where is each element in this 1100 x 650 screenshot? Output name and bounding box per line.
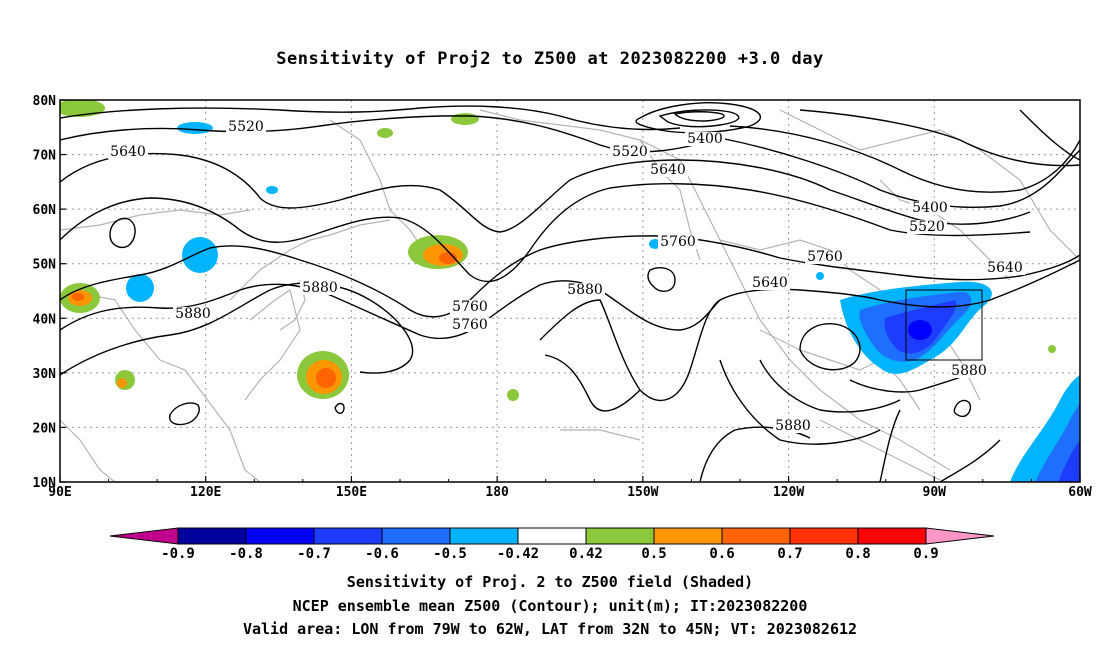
map-axes: 90E 120E 150E 180 150W 120W 90W 60W 80N 70N 60N 50N… <box>33 94 1092 500</box>
contour-label: 5640 <box>987 260 1023 276</box>
lat-tick-label: 20N <box>33 421 57 436</box>
contour-label: 5520 <box>612 144 648 160</box>
colorbar-label: 0.6 <box>709 546 734 562</box>
sensitivity-shading <box>60 100 1080 482</box>
colorbar-label: -0.5 <box>433 546 467 562</box>
colorbar-max-arrow <box>925 527 995 545</box>
lon-tick-label: 60W <box>1068 485 1092 500</box>
lon-tick-label: 180 <box>485 485 509 500</box>
colorbar-swatch <box>585 527 655 545</box>
colorbar-label: 0.42 <box>569 546 603 562</box>
lon-tick-label: 90E <box>48 485 71 500</box>
colorbar-swatch <box>313 527 383 545</box>
page-title: Sensitivity of Proj2 to Z500 at 20230822… <box>276 49 824 69</box>
contour-label: 5880 <box>951 363 987 379</box>
colorbar-label: -0.8 <box>229 546 263 562</box>
colorbar-swatch <box>245 527 315 545</box>
contour-label: 5760 <box>452 299 488 315</box>
contour-label: 5880 <box>567 282 603 298</box>
caption-valid-area: Valid area: LON from 79W to 62W, LAT fro… <box>242 620 858 638</box>
contour-label: 5400 <box>687 131 723 147</box>
colorbar-swatch <box>177 527 247 545</box>
colorbar-label: -0.42 <box>497 546 539 562</box>
colorbar-swatch <box>517 527 587 545</box>
contour-label: 5880 <box>302 280 338 296</box>
contour-label: 5400 <box>912 200 948 216</box>
lon-tick-label: 150E <box>336 485 367 500</box>
map-frame <box>59 99 1081 483</box>
colorbar-label: 0.8 <box>845 546 870 562</box>
colorbar-swatch <box>653 527 723 545</box>
colorbar-label: -0.7 <box>297 546 331 562</box>
lat-tick-label: 50N <box>33 258 57 273</box>
colorbar-label: 0.9 <box>913 546 938 562</box>
contour-label: 5640 <box>752 275 788 291</box>
contour-label: 5640 <box>650 162 686 178</box>
lon-tick-label: 150W <box>627 485 658 500</box>
contour-label: 5520 <box>909 219 945 235</box>
colorbar: -0.9 -0.8 -0.7 -0.6 -0.5 -0.42 0.42 0.5 0.6 0.7 0.… <box>109 527 995 562</box>
contour-label: 5880 <box>175 306 211 322</box>
colorbar-swatch <box>857 527 927 545</box>
lat-tick-label: 30N <box>33 367 57 382</box>
colorbar-label: -0.9 <box>161 546 195 562</box>
lat-tick-label: 60N <box>33 203 57 218</box>
colorbar-label: -0.6 <box>365 546 399 562</box>
lon-tick-label: 90W <box>923 485 947 500</box>
colorbar-label: 0.5 <box>641 546 666 562</box>
lon-tick-label: 120W <box>773 485 804 500</box>
caption-contour: NCEP ensemble mean Z500 (Contour); unit(… <box>292 597 808 615</box>
caption-shading: Sensitivity of Proj. 2 to Z500 field (Sh… <box>346 573 754 591</box>
contour-label: 5760 <box>807 249 843 265</box>
map-grid <box>60 100 1080 482</box>
contour-label: 5520 <box>228 119 264 135</box>
colorbar-min-arrow <box>109 527 179 545</box>
lon-tick-label: 120E <box>190 485 221 500</box>
contour-label: 5760 <box>660 234 696 250</box>
valid-area-box <box>905 289 983 361</box>
contour-label: 5880 <box>775 418 811 434</box>
lat-tick-label: 70N <box>33 149 57 164</box>
colorbar-swatch <box>381 527 451 545</box>
colorbar-label: 0.7 <box>777 546 802 562</box>
lat-tick-label: 40N <box>33 312 57 327</box>
colorbar-swatch <box>789 527 859 545</box>
contour-label: 5640 <box>110 144 146 160</box>
lat-tick-label: 10N <box>33 476 57 491</box>
contour-label: 5760 <box>452 317 488 333</box>
colorbar-swatch <box>721 527 791 545</box>
lat-tick-label: 80N <box>33 94 57 109</box>
colorbar-swatch <box>449 527 519 545</box>
